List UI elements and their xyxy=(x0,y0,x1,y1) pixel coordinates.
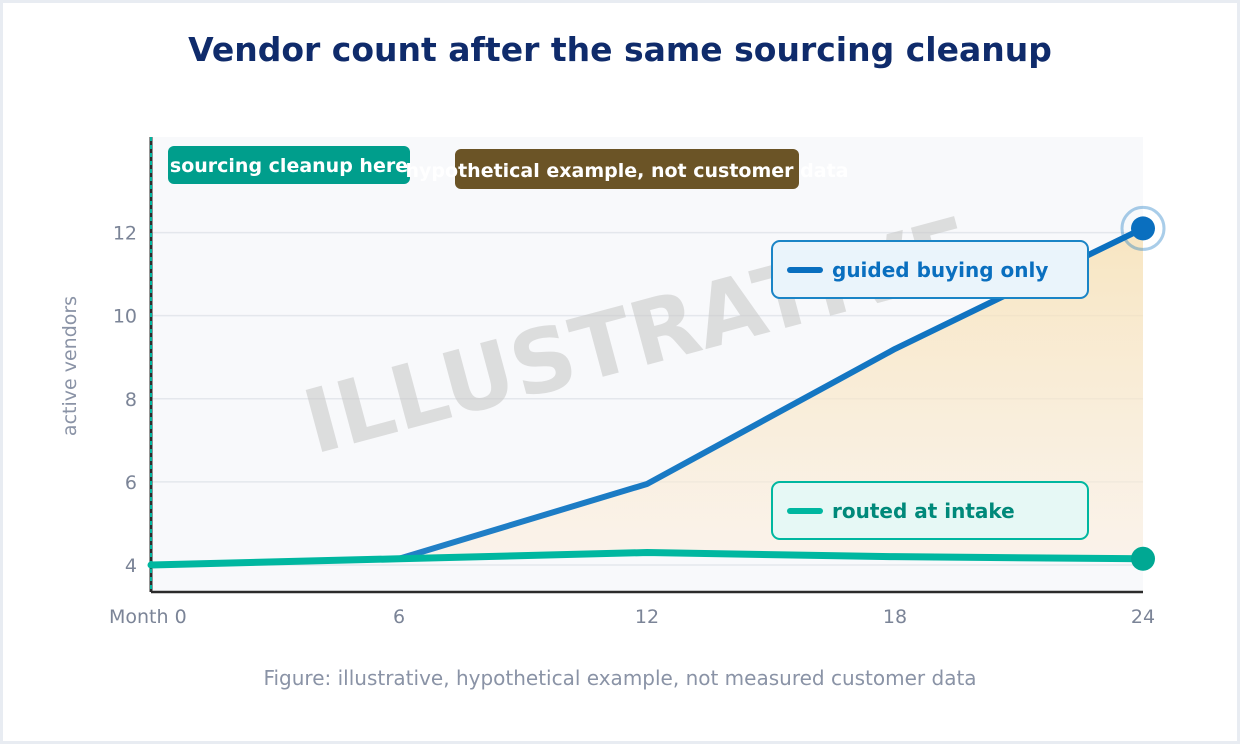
series-layer xyxy=(147,205,1166,571)
y-tick-label: 6 xyxy=(125,472,137,494)
y-axis-ticks: 4 6 8 10 12 xyxy=(113,223,137,577)
legend-routed: routed at intake xyxy=(771,481,1089,540)
endpoint-routed xyxy=(1131,546,1155,571)
disclaimer-badge-label: hypothetical example, not customer data xyxy=(406,160,849,182)
y-tick-label: 12 xyxy=(113,223,137,245)
y-axis-label: active vendors xyxy=(59,296,81,436)
legend-routed-label: routed at intake xyxy=(832,499,1015,523)
chart-title: Vendor count after the same sourcing cle… xyxy=(188,30,1052,69)
figure-caption: Figure: illustrative, hypothetical examp… xyxy=(263,666,977,690)
legend-guided: guided buying only xyxy=(771,240,1089,299)
gap-area xyxy=(151,228,1143,565)
endpoint-halo-guided xyxy=(1120,205,1166,251)
x-tick-label: 24 xyxy=(1131,606,1155,628)
x-tick-label: 18 xyxy=(883,606,907,628)
series-line-routed-at-intake xyxy=(147,549,1147,569)
y-tick-label: 4 xyxy=(125,555,137,577)
cleanup-badge xyxy=(168,146,410,184)
x-axis-ticks: Month 0 6 12 18 24 xyxy=(109,606,1155,628)
legend-routed-box xyxy=(771,481,1089,540)
y-tick-label: 10 xyxy=(113,306,137,328)
cleanup-badge-label: sourcing cleanup here xyxy=(170,155,408,177)
endpoint-guided xyxy=(1131,216,1155,241)
x-tick-label: Month 0 xyxy=(109,606,187,628)
x-tick-label: 12 xyxy=(635,606,659,628)
legend-guided-label: guided buying only xyxy=(832,258,1048,282)
y-tick-label: 8 xyxy=(125,389,137,411)
x-tick-label: 6 xyxy=(393,606,405,628)
disclaimer-badge xyxy=(455,149,799,189)
legend-guided-box xyxy=(771,240,1089,299)
